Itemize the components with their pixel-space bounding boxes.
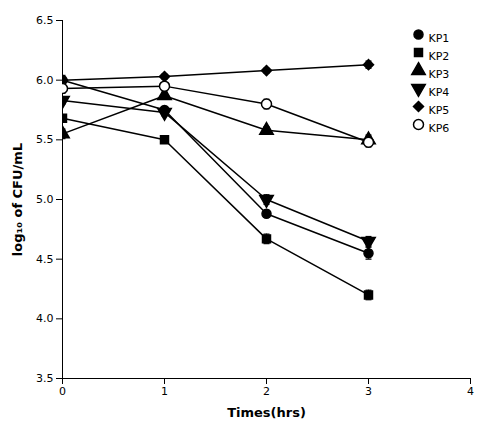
svg-text:2: 2 — [263, 385, 270, 398]
svg-text:log₁₀ of CFU/mL: log₁₀ of CFU/mL — [10, 143, 25, 256]
svg-text:KP3: KP3 — [429, 68, 450, 81]
svg-text:5.0: 5.0 — [36, 193, 54, 206]
svg-text:Times(hrs): Times(hrs) — [227, 405, 306, 420]
svg-text:3.5: 3.5 — [36, 372, 54, 385]
svg-text:4.5: 4.5 — [36, 253, 54, 266]
svg-text:5.5: 5.5 — [36, 133, 54, 146]
svg-text:KP6: KP6 — [429, 122, 450, 135]
svg-text:KP2: KP2 — [429, 50, 450, 63]
svg-text:KP5: KP5 — [429, 104, 450, 117]
svg-text:3: 3 — [365, 385, 372, 398]
svg-text:4.0: 4.0 — [36, 312, 54, 325]
svg-text:1: 1 — [161, 385, 168, 398]
svg-text:KP1: KP1 — [429, 32, 450, 45]
svg-text:0: 0 — [59, 385, 66, 398]
svg-text:6.5: 6.5 — [36, 14, 54, 27]
svg-text:KP4: KP4 — [429, 86, 450, 99]
svg-text:6.0: 6.0 — [36, 74, 54, 87]
svg-text:4: 4 — [467, 385, 474, 398]
